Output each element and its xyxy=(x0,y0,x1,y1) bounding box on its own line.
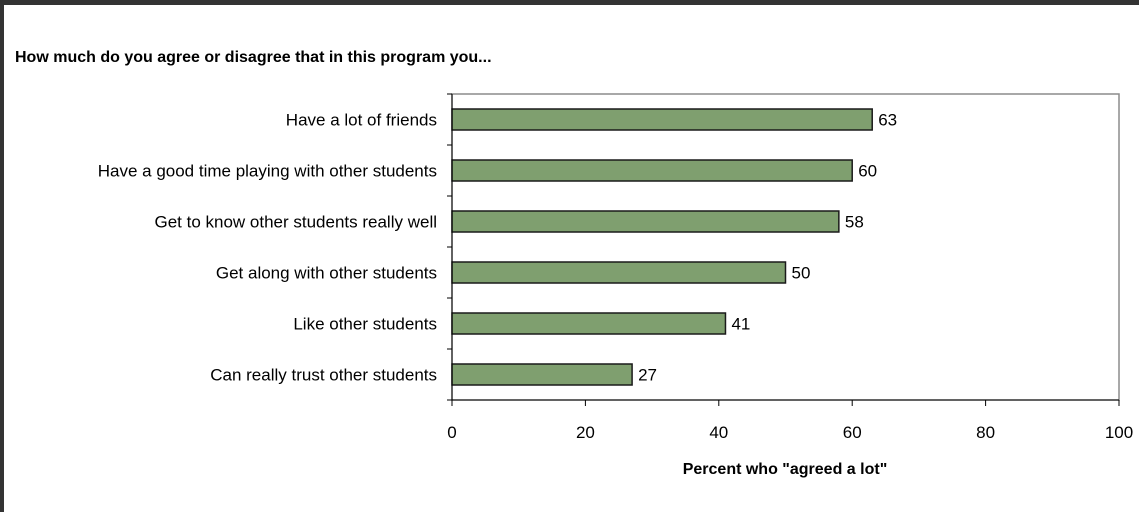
bar-value-label: 27 xyxy=(638,366,657,385)
x-tick-label: 100 xyxy=(1105,423,1133,442)
bar-value-label: 41 xyxy=(731,315,750,334)
x-tick-label: 60 xyxy=(843,423,862,442)
bar xyxy=(451,312,727,335)
plot-area xyxy=(451,93,1120,401)
category-label: Get along with other students xyxy=(216,264,437,283)
category-label: Have a good time playing with other stud… xyxy=(98,162,437,181)
x-tick-label: 20 xyxy=(576,423,595,442)
bars: 63 60 58 50 41 27 xyxy=(451,108,897,386)
x-tick-label: 0 xyxy=(447,423,456,442)
plot-border xyxy=(451,93,1120,401)
category-label: Can really trust other students xyxy=(210,366,437,385)
bar xyxy=(451,261,787,284)
bar-value-label: 50 xyxy=(792,264,811,283)
bar xyxy=(451,108,873,131)
bar xyxy=(451,210,840,233)
x-axis-title: Percent who "agreed a lot" xyxy=(683,461,888,478)
chart-title: How much do you agree or disagree that i… xyxy=(15,49,492,66)
bar-value-label: 63 xyxy=(878,111,897,130)
bar xyxy=(451,159,853,182)
x-axis: 0 20 40 60 80 100 xyxy=(447,399,1133,442)
bar-value-label: 58 xyxy=(845,213,864,232)
x-tick-label: 40 xyxy=(709,423,728,442)
bar xyxy=(451,363,633,386)
y-axis: Have a lot of friends Have a good time pl… xyxy=(98,93,453,401)
bar-value-label: 60 xyxy=(858,162,877,181)
category-label: Get to know other students really well xyxy=(154,213,437,232)
category-label: Like other students xyxy=(293,315,437,334)
category-label: Have a lot of friends xyxy=(286,111,437,130)
x-tick-label: 80 xyxy=(976,423,995,442)
